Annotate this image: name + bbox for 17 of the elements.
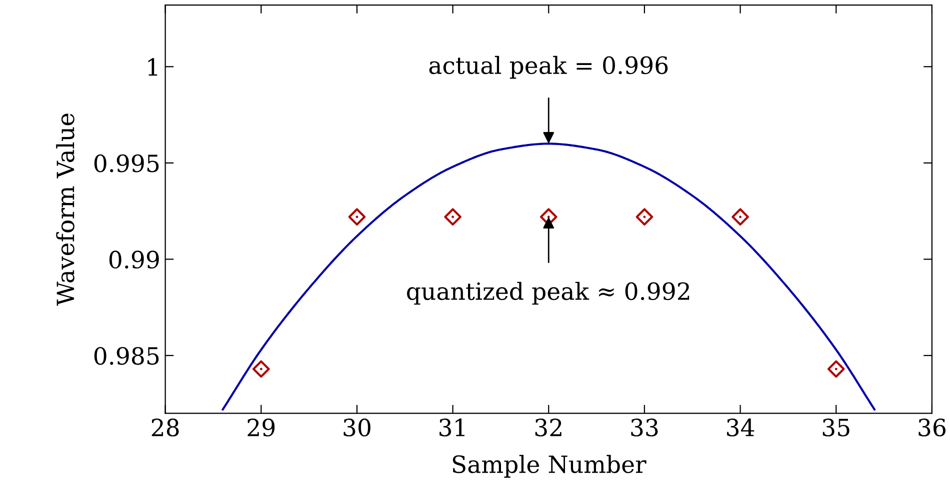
x-tick-label: 36 [918,418,946,436]
y-axis-title: Waveform Value [56,114,74,306]
annotation: quantized peak ≈ 0.992 [407,282,690,305]
y-tick-label: 0.995 [94,154,159,172]
x-tick-label: 29 [248,418,275,436]
x-tick-label: 35 [822,418,850,436]
x-tick-label: 31 [440,418,464,436]
x-tick-label: 33 [631,418,658,436]
x-tick-label: 30 [344,418,370,436]
x-tick-label: 28 [152,418,179,436]
x-axis-title: Sample Number [452,454,646,478]
y-tick-label: 1 [148,58,158,76]
y-tick-label: 0.985 [94,346,159,365]
x-tick-label: 34 [727,418,754,436]
annotation: actual peak = 0.996 [429,56,668,79]
x-tick-label: 32 [535,418,562,436]
y-tick-label: 0.99 [109,250,159,269]
